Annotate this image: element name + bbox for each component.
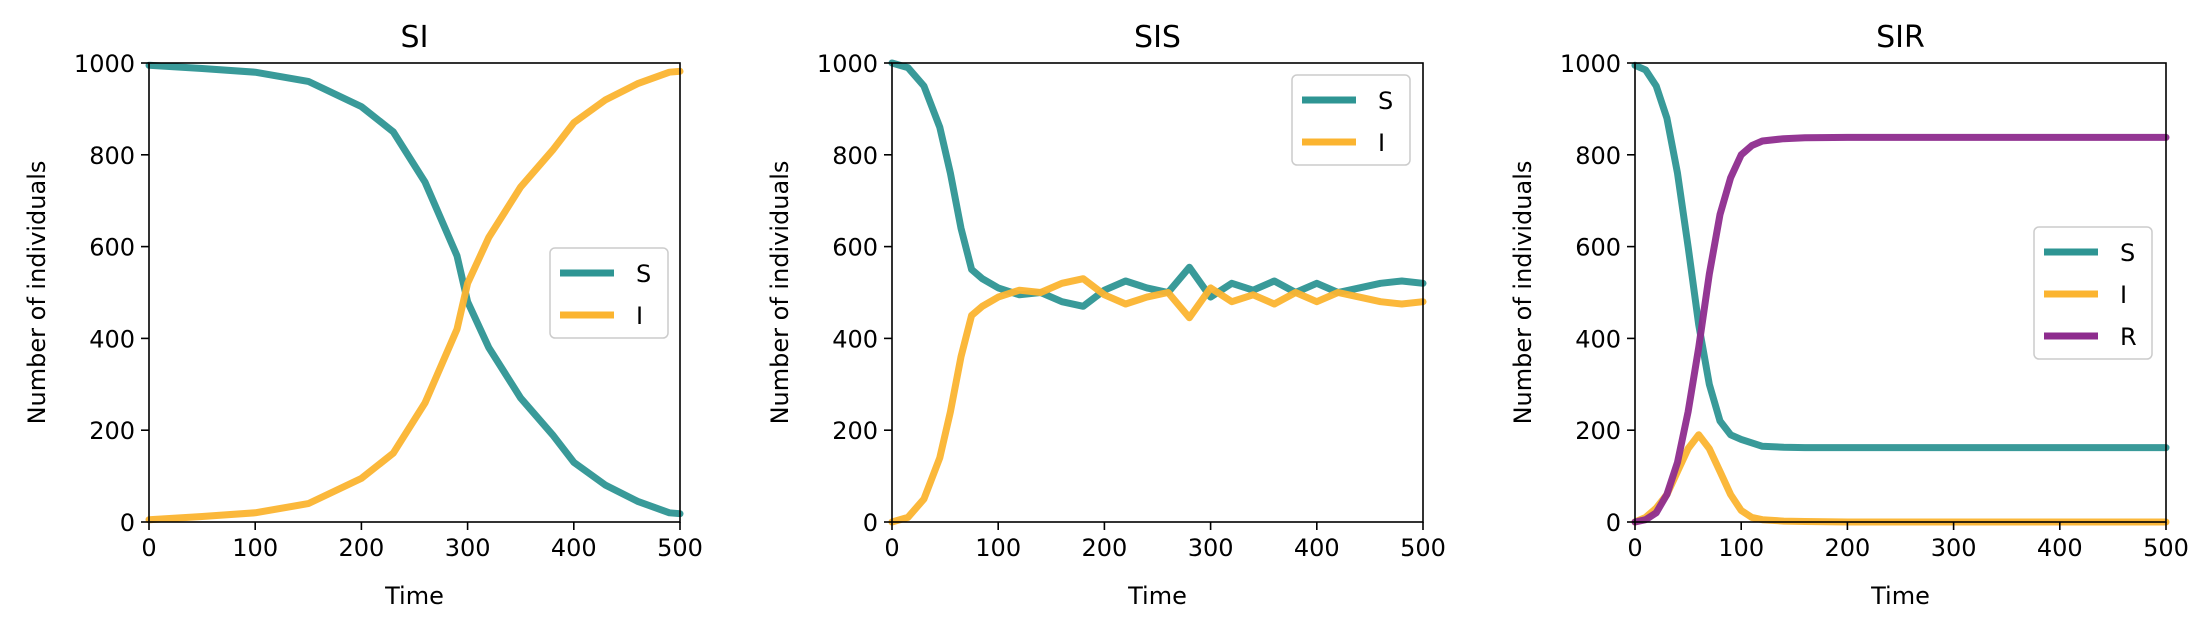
series-line-s bbox=[1631, 61, 2170, 452]
axes-frame bbox=[891, 62, 1424, 523]
y-tick-label: 1000 bbox=[817, 50, 878, 78]
y-tick-label: 0 bbox=[1606, 509, 1621, 537]
y-tick-label: 0 bbox=[120, 509, 135, 537]
chart-title: SI bbox=[401, 20, 429, 55]
x-tick-label: 200 bbox=[1081, 534, 1127, 562]
x-tick-label: 200 bbox=[1824, 534, 1870, 562]
x-axis-label: Time bbox=[1127, 582, 1187, 610]
y-tick-label: 400 bbox=[89, 325, 135, 353]
y-tick-label: 200 bbox=[1575, 417, 1621, 445]
series-line-s bbox=[145, 61, 684, 518]
y-tick-label: 1000 bbox=[1560, 50, 1621, 78]
legend-label-s: S bbox=[1378, 87, 1393, 115]
x-tick-label: 300 bbox=[1931, 534, 1977, 562]
legend-label-s: S bbox=[636, 260, 651, 288]
series-line-r bbox=[1631, 133, 2170, 526]
x-tick-label: 0 bbox=[1627, 534, 1642, 562]
chart-panel-sis: 0 100 200 300 400 500 0 200 400 600 800 1000 SIS Time… bbox=[766, 20, 1446, 610]
x-tick-label: 500 bbox=[2143, 534, 2189, 562]
legend-label-i: I bbox=[2120, 281, 2127, 309]
y-tick-label: 600 bbox=[1575, 234, 1621, 262]
chart-panel-si: 0 100 200 300 400 500 0 200 400 600 800 1000 SI Time N… bbox=[23, 20, 703, 610]
legend: SI bbox=[549, 247, 669, 339]
x-tick-label: 400 bbox=[551, 534, 597, 562]
x-tick-label: 400 bbox=[2037, 534, 2083, 562]
legend-label-i: I bbox=[636, 302, 643, 330]
y-tick-label: 0 bbox=[863, 509, 878, 537]
legend-label-r: R bbox=[2120, 323, 2137, 351]
legend-label-i: I bbox=[1378, 129, 1385, 157]
x-tick-label: 300 bbox=[445, 534, 491, 562]
y-tick-label: 200 bbox=[832, 417, 878, 445]
y-axis-label: Number of individuals bbox=[766, 161, 794, 425]
series-line-s bbox=[888, 59, 1427, 310]
chart-panel-sir: 0 100 200 300 400 500 0 200 400 600 800 1000 SIR Time… bbox=[1509, 20, 2189, 610]
axes-frame bbox=[148, 62, 681, 523]
chart-title: SIS bbox=[1134, 20, 1181, 55]
x-tick-label: 100 bbox=[975, 534, 1021, 562]
chart-title: SIR bbox=[1876, 20, 1925, 55]
x-tick-label: 500 bbox=[1400, 534, 1446, 562]
x-tick-label: 300 bbox=[1188, 534, 1234, 562]
y-tick-label: 800 bbox=[89, 142, 135, 170]
y-tick-label: 800 bbox=[1575, 142, 1621, 170]
y-tick-label: 600 bbox=[832, 234, 878, 262]
x-tick-label: 500 bbox=[657, 534, 703, 562]
x-tick-label: 100 bbox=[1718, 534, 1764, 562]
x-tick-label: 400 bbox=[1294, 534, 1340, 562]
y-tick-label: 400 bbox=[832, 325, 878, 353]
legend-label-s: S bbox=[2120, 239, 2135, 267]
x-tick-label: 0 bbox=[141, 534, 156, 562]
series-line-i bbox=[888, 275, 1427, 526]
y-tick-label: 400 bbox=[1575, 325, 1621, 353]
x-tick-label: 200 bbox=[338, 534, 384, 562]
y-tick-label: 200 bbox=[89, 417, 135, 445]
x-tick-label: 100 bbox=[232, 534, 278, 562]
legend: SI bbox=[1291, 74, 1411, 166]
x-tick-label: 0 bbox=[884, 534, 899, 562]
x-axis-label: Time bbox=[1870, 582, 1930, 610]
y-tick-label: 800 bbox=[832, 142, 878, 170]
y-tick-label: 1000 bbox=[74, 50, 135, 78]
y-axis-label: Number of individuals bbox=[23, 161, 51, 425]
x-axis-label: Time bbox=[384, 582, 444, 610]
y-tick-label: 600 bbox=[89, 234, 135, 262]
axes-frame bbox=[1634, 62, 2167, 523]
legend: SIR bbox=[2033, 226, 2153, 360]
series-line-i bbox=[145, 67, 684, 524]
y-axis-label: Number of individuals bbox=[1509, 161, 1537, 425]
